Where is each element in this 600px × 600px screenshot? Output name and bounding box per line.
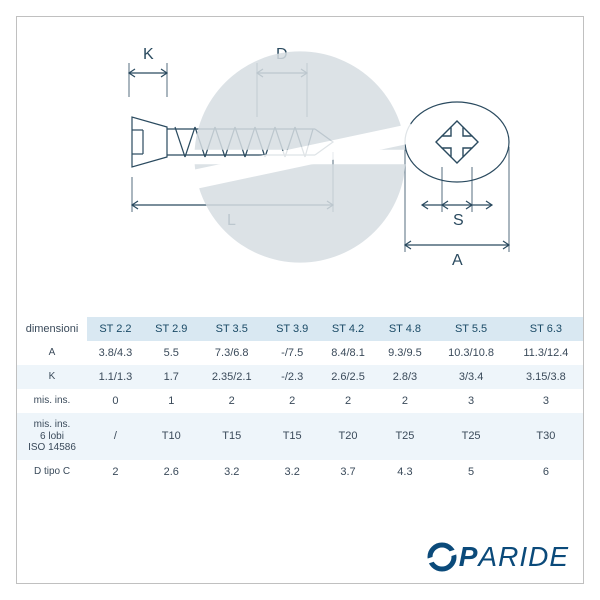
- table-cell: 5.5: [144, 341, 199, 365]
- table-cell: T25: [433, 413, 508, 460]
- table-cell: 1.1/1.3: [87, 365, 144, 389]
- col-header: ST 4.2: [320, 317, 377, 341]
- col-header: ST 5.5: [433, 317, 508, 341]
- table-cell: 3.2: [265, 460, 320, 484]
- table-cell: 2: [265, 389, 320, 413]
- row-label: A: [17, 341, 87, 365]
- table-cell: 3: [509, 389, 583, 413]
- table-cell: 3.15/3.8: [509, 365, 583, 389]
- table-row: mis. ins.6 lobiISO 14586/T10T15T15T20T25…: [17, 413, 583, 460]
- corner-label: dimensioni: [17, 317, 87, 341]
- table-cell: 9.3/9.5: [376, 341, 433, 365]
- table-row: D tipo C22.63.23.23.74.356: [17, 460, 583, 484]
- table-cell: 6: [509, 460, 583, 484]
- table-cell: 3/3.4: [433, 365, 508, 389]
- label-K: K: [143, 46, 154, 63]
- brand-logo: PARIDE: [427, 541, 569, 573]
- table-cell: T25: [376, 413, 433, 460]
- table-cell: 2.6/2.5: [320, 365, 377, 389]
- table-cell: 3.2: [199, 460, 265, 484]
- label-D: D: [276, 46, 288, 63]
- table-cell: 1.7: [144, 365, 199, 389]
- table-cell: 2.6: [144, 460, 199, 484]
- col-header: ST 2.9: [144, 317, 199, 341]
- table-row: A3.8/4.35.57.3/6.8-/7.58.4/8.19.3/9.510.…: [17, 341, 583, 365]
- col-header: ST 2.2: [87, 317, 144, 341]
- col-header: ST 6.3: [509, 317, 583, 341]
- table-cell: 5: [433, 460, 508, 484]
- table-cell: 10.3/10.8: [433, 341, 508, 365]
- row-label: mis. ins.: [17, 389, 87, 413]
- table-cell: 2: [376, 389, 433, 413]
- screw-diagram-svg: K D: [17, 17, 585, 297]
- table-cell: 2.35/2.1: [199, 365, 265, 389]
- table-cell: T15: [265, 413, 320, 460]
- brand-ring-icon: [427, 542, 457, 572]
- table-cell: 0: [87, 389, 144, 413]
- table-cell: /: [87, 413, 144, 460]
- table-row: mis. ins.01222233: [17, 389, 583, 413]
- col-header: ST 3.9: [265, 317, 320, 341]
- row-label: mis. ins.6 lobiISO 14586: [17, 413, 87, 460]
- table-cell: 2: [199, 389, 265, 413]
- table-header-row: dimensioni ST 2.2 ST 2.9 ST 3.5 ST 3.9 S…: [17, 317, 583, 341]
- col-header: ST 3.5: [199, 317, 265, 341]
- row-label: D tipo C: [17, 460, 87, 484]
- label-A: A: [452, 252, 463, 269]
- table-cell: 2: [320, 389, 377, 413]
- table-cell: 2: [87, 460, 144, 484]
- table-cell: T20: [320, 413, 377, 460]
- table-cell: 3: [433, 389, 508, 413]
- table-cell: T10: [144, 413, 199, 460]
- label-S: S: [453, 212, 464, 229]
- table-row: K1.1/1.31.72.35/2.1-/2.32.6/2.52.8/33/3.…: [17, 365, 583, 389]
- table-cell: 8.4/8.1: [320, 341, 377, 365]
- table-cell: -/7.5: [265, 341, 320, 365]
- table-cell: 2.8/3: [376, 365, 433, 389]
- table-cell: 4.3: [376, 460, 433, 484]
- dimensions-table: dimensioni ST 2.2 ST 2.9 ST 3.5 ST 3.9 S…: [17, 317, 583, 484]
- technical-diagram: K D: [17, 17, 583, 297]
- table-cell: 3.7: [320, 460, 377, 484]
- card-frame: K D: [16, 16, 584, 584]
- table-cell: 1: [144, 389, 199, 413]
- table-cell: -/2.3: [265, 365, 320, 389]
- col-header: ST 4.8: [376, 317, 433, 341]
- row-label: K: [17, 365, 87, 389]
- table-cell: 11.3/12.4: [509, 341, 583, 365]
- table-cell: T15: [199, 413, 265, 460]
- brand-text: PARIDE: [459, 541, 569, 573]
- table-cell: T30: [509, 413, 583, 460]
- table-cell: 3.8/4.3: [87, 341, 144, 365]
- label-L: L: [227, 212, 236, 229]
- table-cell: 7.3/6.8: [199, 341, 265, 365]
